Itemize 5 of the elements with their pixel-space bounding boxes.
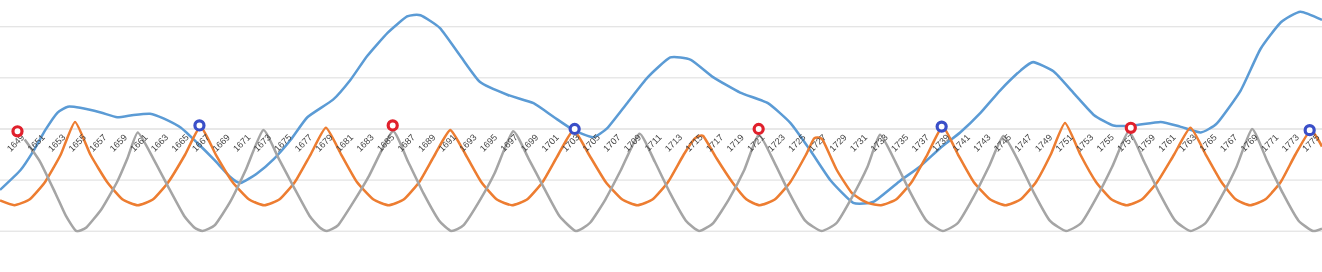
point [1124,121,1137,134]
point [935,120,948,133]
point [752,122,765,136]
point [193,119,206,132]
point [386,119,399,132]
